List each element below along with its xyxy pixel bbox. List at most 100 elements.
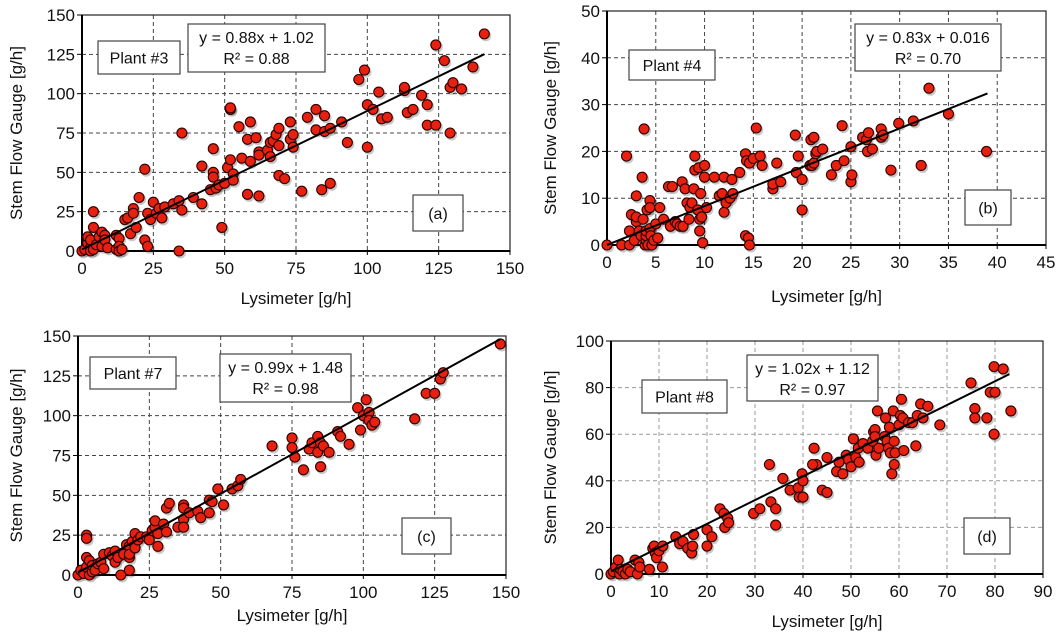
data-point (756, 159, 768, 171)
data-point (286, 441, 298, 454)
data-point (415, 89, 428, 101)
data-point (821, 451, 833, 464)
data-point (369, 416, 381, 428)
data-point (253, 190, 265, 202)
data-point (266, 440, 278, 452)
y-tick-label: 40 (581, 49, 600, 68)
data-point (880, 412, 892, 424)
data-point (895, 393, 907, 405)
data-point (701, 540, 713, 552)
data-point (430, 119, 442, 131)
plant-label-box (628, 49, 716, 81)
data-point (969, 412, 981, 424)
y-tick-label: 150 (47, 6, 75, 25)
x-tick-label: 100 (353, 259, 381, 278)
y-tick-label: 80 (585, 379, 604, 398)
data-point (694, 225, 706, 237)
plant-label-box (97, 40, 181, 75)
y-tick-label: 100 (43, 407, 71, 426)
panel-a: 0 25 50 75 100 125 150 0 25 50 75 100 125 150 Lysimete… (7, 6, 524, 308)
data-point (87, 206, 99, 218)
r-squared: R² = 0.98 (252, 381, 318, 398)
data-point (81, 532, 93, 544)
data-point (620, 150, 633, 162)
y-tick-label: 0 (66, 242, 75, 261)
trendline (77, 338, 501, 574)
data-point (203, 507, 215, 519)
x-axis-label: Lysimeter [g/h] (237, 606, 348, 625)
x-tick-label: 0 (606, 582, 615, 601)
data-point (915, 159, 927, 171)
x-tick-label: 25 (144, 259, 163, 278)
x-tick-label: 35 (939, 253, 958, 272)
data-point (922, 400, 934, 412)
data-point (686, 197, 698, 209)
data-point (771, 157, 783, 169)
x-tick-label: 50 (842, 582, 861, 601)
regression-equation: y = 0.99x + 1.48 (228, 360, 343, 377)
data-points (601, 82, 994, 253)
data-point (334, 430, 347, 442)
data-points (72, 338, 508, 583)
data-point (212, 483, 224, 495)
y-tick-label: 40 (585, 472, 604, 491)
data-point (455, 83, 468, 95)
equation-box (746, 354, 879, 402)
x-tick-label: 100 (349, 583, 377, 602)
plant-label: Plant #4 (643, 58, 702, 75)
data-point (421, 99, 433, 111)
data-point (862, 127, 874, 139)
data-point (87, 221, 99, 233)
data-point (409, 413, 421, 425)
y-tick-label: 50 (581, 2, 600, 21)
data-point (178, 521, 190, 533)
trendline (81, 53, 485, 251)
r-squared: R² = 0.88 (223, 51, 289, 68)
data-point (792, 150, 804, 162)
data-point (796, 173, 808, 186)
data-point (163, 497, 175, 509)
data-point (777, 472, 789, 485)
data-point (754, 503, 766, 515)
data-point (207, 171, 219, 183)
y-tick-label: 0 (595, 565, 604, 584)
data-point (286, 432, 298, 444)
data-point (808, 442, 820, 454)
data-point (718, 206, 730, 218)
data-point (273, 140, 285, 152)
panel-label-box (401, 517, 452, 555)
data-point (696, 211, 708, 223)
data-point (789, 129, 801, 141)
data-point (98, 563, 110, 575)
data-point (244, 155, 256, 167)
data-point (770, 519, 782, 531)
data-point (797, 491, 809, 503)
data-point (723, 517, 735, 529)
data-point (683, 213, 695, 225)
data-point (888, 458, 900, 471)
data-point (352, 402, 364, 414)
data-point (634, 561, 646, 573)
y-tick-label: 30 (581, 96, 600, 115)
y-tick-label: 100 (576, 332, 604, 351)
data-point (770, 503, 782, 515)
data-point (796, 204, 808, 216)
trendline (610, 373, 1010, 573)
data-point (467, 61, 479, 73)
y-tick-label: 0 (591, 236, 600, 255)
y-axis-label: Stem Flow Gauge [g/h] (7, 46, 26, 220)
plant-label-box (641, 379, 728, 414)
data-point (217, 499, 230, 511)
data-point (381, 111, 393, 123)
plant-label: Plant #3 (110, 51, 169, 68)
data-point (997, 363, 1009, 375)
data-point (360, 394, 372, 406)
data-point (699, 171, 711, 183)
data-points (605, 361, 1018, 582)
y-axis-label: Stem Flow Gauge [g/h] (7, 369, 26, 543)
data-point (224, 154, 236, 166)
data-point (817, 143, 829, 155)
x-axis-label: Lysimeter [g/h] (241, 289, 352, 308)
x-tick-label: 10 (695, 253, 714, 272)
data-point (871, 405, 883, 417)
